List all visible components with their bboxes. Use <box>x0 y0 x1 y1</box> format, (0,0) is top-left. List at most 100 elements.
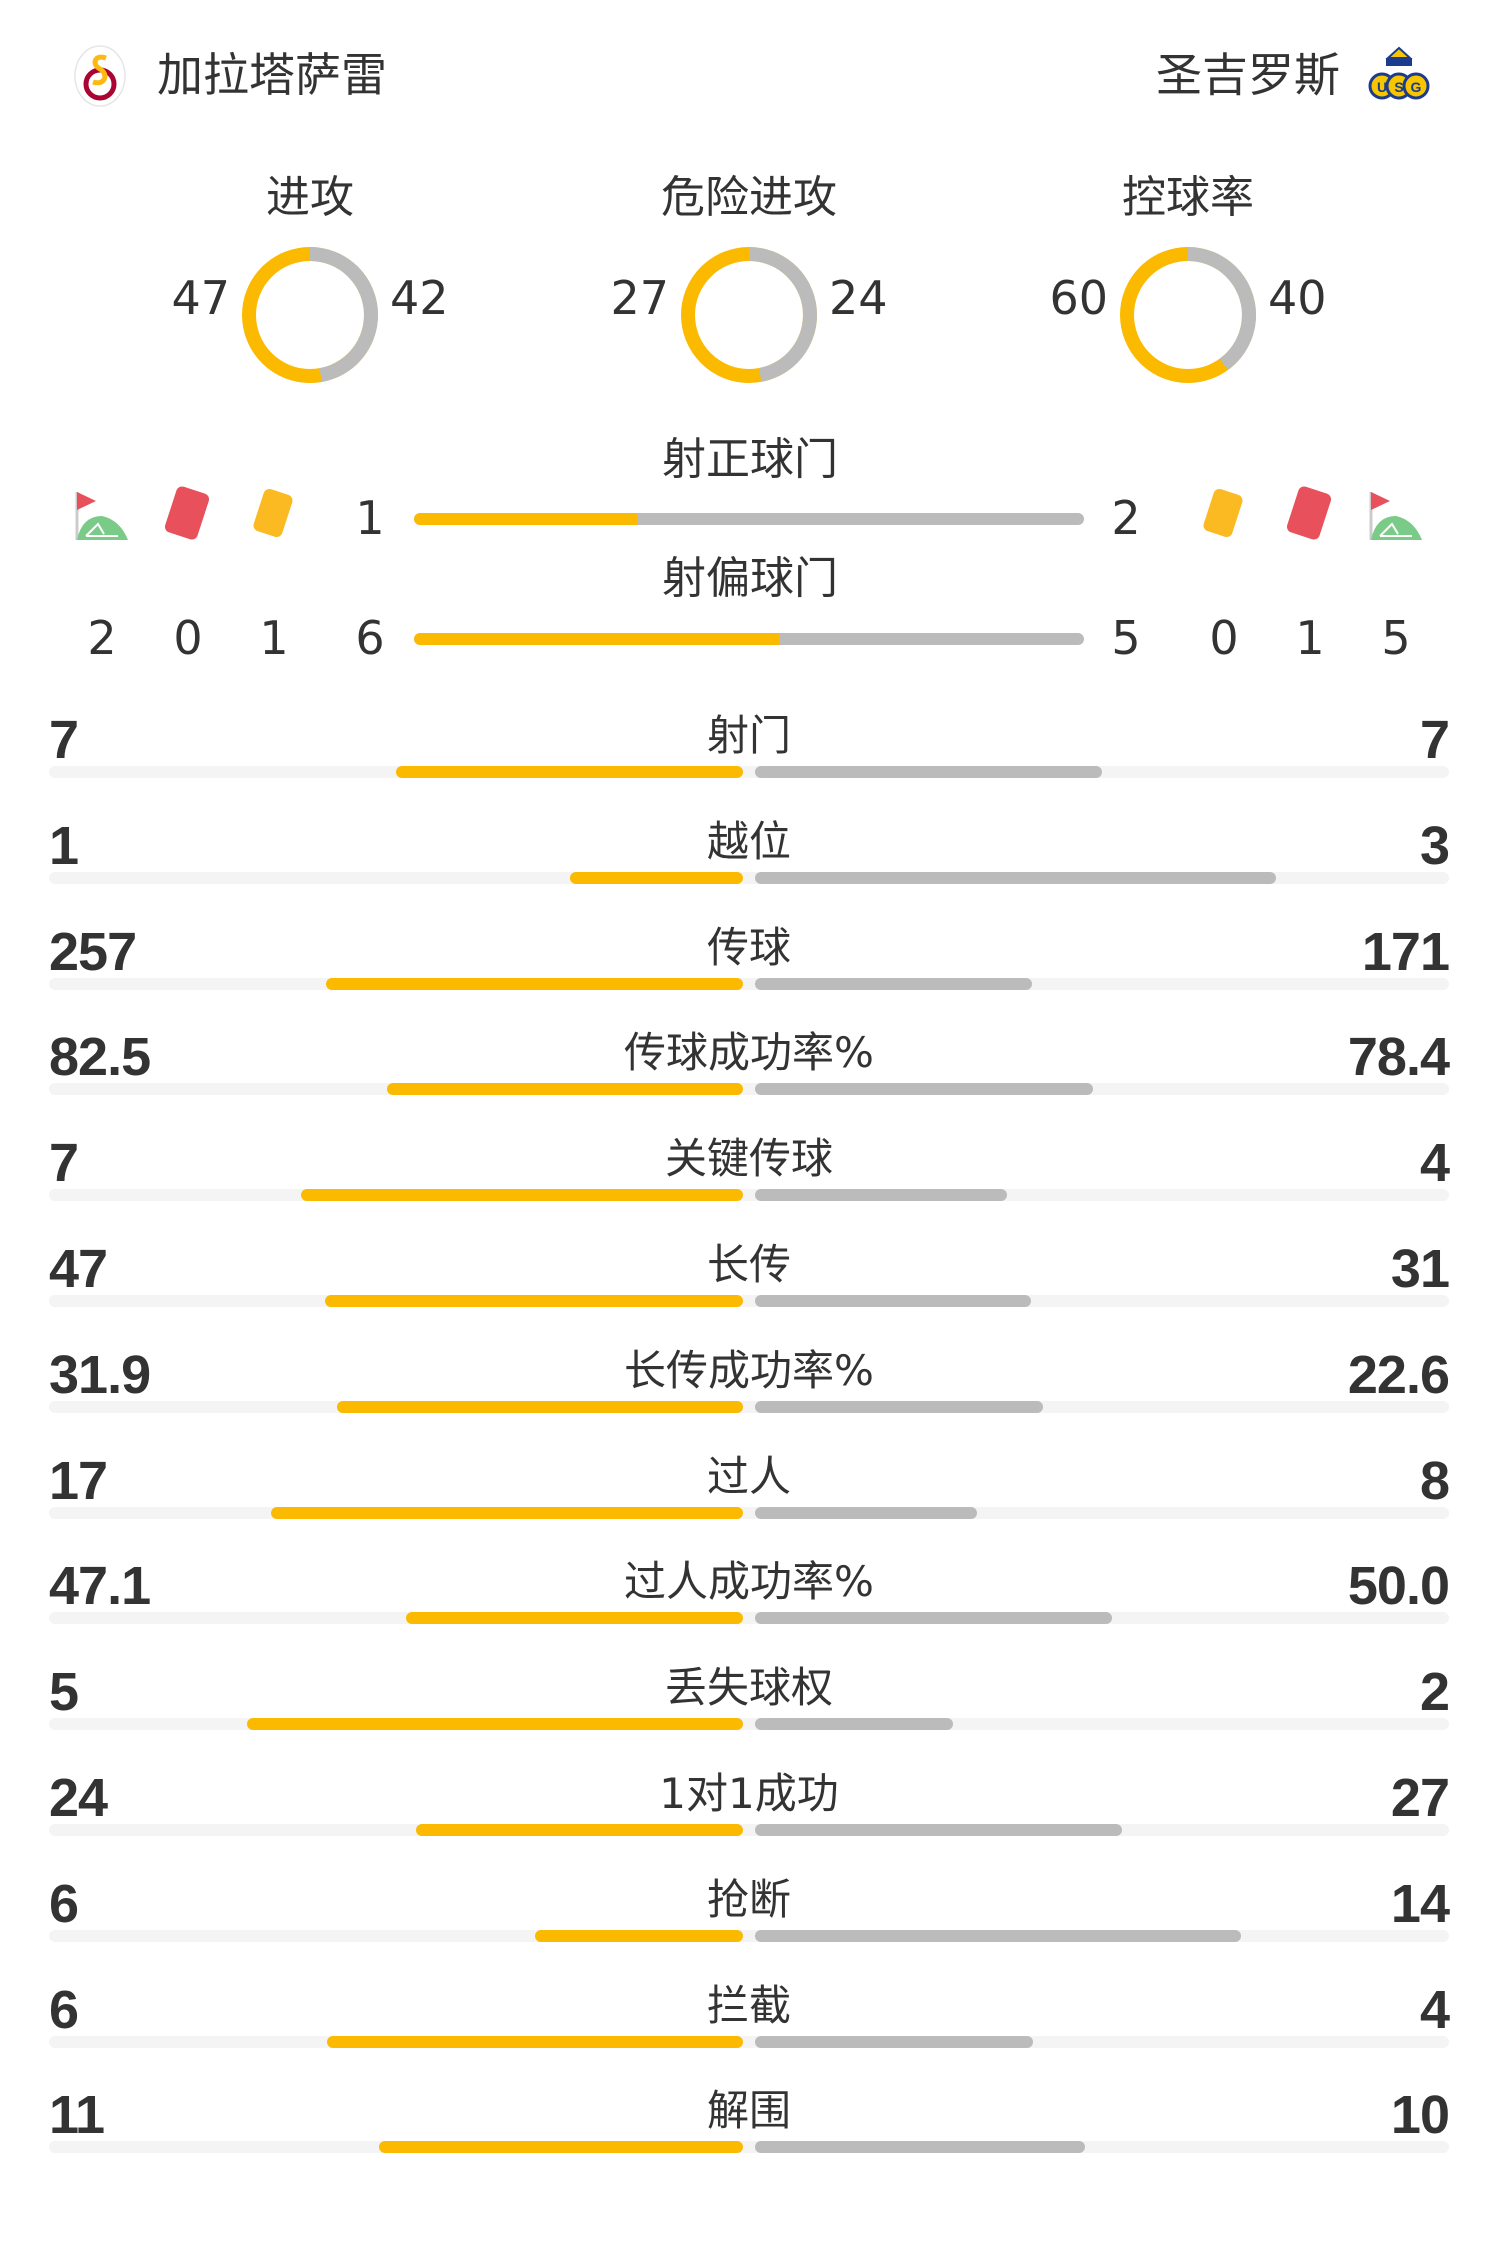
donut-attacks: 进攻 47 42 <box>90 160 530 400</box>
shots-on-bar <box>414 513 1084 525</box>
stat-away-value: 50.0 <box>1347 1556 1450 1617</box>
stat-away-value: 4 <box>1419 1979 1450 2040</box>
stat-away-value: 2 <box>1419 1662 1450 1723</box>
away-corners-value: 5 <box>1381 611 1411 665</box>
stat-home-bar <box>324 1295 743 1307</box>
stat-away-bar <box>755 1718 954 1731</box>
stat-home-value: 6 <box>49 1979 79 2040</box>
stat-away-value: 4 <box>1419 1133 1450 1194</box>
donut-title: 危险进攻 <box>661 172 837 223</box>
stat-away-bar <box>755 871 1276 884</box>
stat-home-bar <box>326 977 743 990</box>
stat-label: 过人 <box>706 1451 791 1501</box>
shots-off-bar <box>414 633 1084 645</box>
stat-track <box>49 1083 1449 1096</box>
stat-away-value: 22.6 <box>1347 1344 1450 1405</box>
svg-text:S: S <box>1394 79 1403 95</box>
shots-off-home-fill <box>414 633 780 645</box>
stat-label: 射门 <box>706 711 791 760</box>
stat-row: 31.9 长传成功率% 22.6 <box>49 1343 1450 1443</box>
stat-label: 传球成功率% <box>624 1028 874 1078</box>
shots-on-home-value: 1 <box>355 491 385 545</box>
stat-track <box>49 977 1449 990</box>
stat-away-value: 78.4 <box>1347 1027 1450 1088</box>
stat-row: 7 射门 7 <box>49 708 1450 808</box>
red-card-icon <box>1286 486 1332 540</box>
stat-track <box>49 1400 1449 1413</box>
away-team-logo: U S G <box>1368 44 1430 108</box>
stat-away-value: 8 <box>1419 1450 1450 1511</box>
stat-away-value: 31 <box>1390 1239 1450 1299</box>
red-card-icon <box>164 486 210 540</box>
donut-away-arc <box>1120 247 1256 383</box>
stat-away-bar <box>755 2141 1086 2154</box>
stat-row: 1 越位 3 <box>49 814 1450 914</box>
stat-row: 5 丢失球权 2 <box>49 1660 1450 1760</box>
shots-off-target-title: 射偏球门 <box>662 553 838 604</box>
home-yellow-cards-value: 1 <box>259 611 289 665</box>
stat-away-value: 14 <box>1390 1873 1450 1934</box>
stat-away-bar <box>755 1824 1123 1836</box>
stat-home-value: 7 <box>49 710 79 770</box>
donut-away-value: 24 <box>829 271 888 325</box>
home-team-name: 加拉塔萨雷 <box>157 48 387 102</box>
stat-away-bar <box>755 766 1102 778</box>
donut-home-value: 27 <box>610 271 669 325</box>
donut-title: 控球率 <box>1122 172 1254 223</box>
stat-row: 47 长传 31 <box>49 1237 1450 1337</box>
stat-home-bar <box>271 1506 743 1519</box>
donut-chart <box>681 247 817 383</box>
stat-row: 17 过人 8 <box>49 1449 1450 1549</box>
stat-home-value: 31.9 <box>49 1344 151 1405</box>
stat-row: 47.1 过人成功率% 50.0 <box>49 1554 1450 1654</box>
donut-home-value: 60 <box>1049 271 1108 325</box>
stat-away-value: 27 <box>1390 1768 1450 1828</box>
stat-home-value: 11 <box>49 2085 105 2146</box>
stat-home-bar <box>569 871 743 884</box>
stat-away-bar <box>755 977 1033 990</box>
donut-home-value: 47 <box>171 271 230 325</box>
yellow-card-icon <box>253 489 293 537</box>
stat-row: 6 抢断 14 <box>49 1872 1450 1972</box>
stat-track <box>49 2141 1449 2154</box>
stat-home-bar <box>416 1824 743 1836</box>
corner-flag-icon <box>1369 492 1422 540</box>
donut-chart <box>1120 247 1256 383</box>
donut-away-value: 42 <box>390 271 449 325</box>
stat-row: 6 拦截 4 <box>49 1978 1450 2078</box>
stat-away-value: 7 <box>1419 710 1450 770</box>
stat-track <box>49 1506 1449 1519</box>
stat-away-value: 10 <box>1390 2085 1450 2146</box>
stat-label: 拦截 <box>706 1980 791 2030</box>
stat-row: 24 1对1成功 27 <box>49 1766 1450 1866</box>
stat-home-bar <box>387 1083 743 1096</box>
stat-home-bar <box>336 1400 743 1413</box>
shots-on-away-value: 2 <box>1111 491 1141 545</box>
shots-off-home-value: 6 <box>355 611 385 665</box>
stat-home-value: 17 <box>49 1450 108 1511</box>
stat-track <box>49 1189 1449 1202</box>
stat-row: 7 关键传球 4 <box>49 1131 1450 1231</box>
svg-text:U: U <box>1377 79 1387 95</box>
away-team-name: 圣吉罗斯 <box>1156 48 1340 102</box>
stat-row: 257 传球 171 <box>49 920 1450 1020</box>
stat-away-value: 3 <box>1419 815 1450 876</box>
shots-on-home-fill <box>414 513 638 525</box>
away-red-cards-value: 1 <box>1295 611 1325 665</box>
stat-home-bar <box>326 2035 743 2048</box>
stat-away-value: 171 <box>1361 921 1450 982</box>
stat-label: 丢失球权 <box>664 1663 833 1713</box>
stat-away-bar <box>755 1400 1043 1413</box>
stat-home-value: 24 <box>49 1768 108 1828</box>
stat-away-bar <box>755 1506 978 1519</box>
stat-home-bar <box>406 1612 743 1625</box>
stat-track <box>49 1824 1449 1836</box>
galatasaray-crest-icon <box>74 45 126 107</box>
home-red-cards-value: 0 <box>173 611 203 665</box>
stat-home-value: 7 <box>49 1133 79 1194</box>
stat-track <box>49 766 1449 778</box>
stat-row: 82.5 传球成功率% 78.4 <box>49 1025 1450 1125</box>
stat-home-value: 1 <box>49 815 79 876</box>
union-saint-gilloise-crest-icon: U S G <box>1368 46 1430 100</box>
stat-home-value: 5 <box>49 1662 79 1723</box>
